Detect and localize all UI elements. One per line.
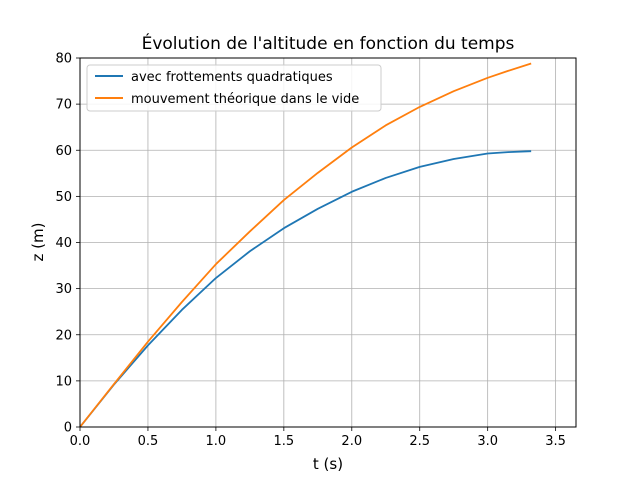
x-tick-label: 2.5 [409, 434, 430, 449]
x-tick-label: 1.5 [273, 434, 294, 449]
chart-title: Évolution de l'altitude en fonction du t… [142, 32, 515, 54]
y-tick-label: 10 [55, 374, 72, 389]
series-line-2 [79, 62, 532, 428]
series-lines [79, 62, 532, 428]
y-tick-label: 30 [55, 282, 72, 297]
x-tick-label: 3.5 [545, 434, 566, 449]
legend-label-vide: mouvement théorique dans le vide [131, 92, 359, 107]
x-axis-label: t (s) [313, 455, 343, 473]
y-tick-label: 80 [55, 52, 72, 67]
legend: avec frottements quadratiques mouvement … [86, 64, 382, 112]
y-axis-label: z (m) [29, 223, 47, 262]
y-tick-label: 50 [55, 190, 72, 205]
x-tick-label: 2.0 [341, 434, 362, 449]
y-tick-label: 40 [55, 236, 72, 251]
y-tick-label: 0 [64, 421, 72, 436]
y-tick-label: 60 [55, 144, 72, 159]
y-tick-label: 20 [55, 328, 72, 343]
x-tick-label: 1.0 [206, 434, 227, 449]
legend-box [86, 64, 382, 112]
legend-label-frottements: avec frottements quadratiques [131, 70, 333, 85]
x-tick-label: 0.5 [138, 434, 159, 449]
x-axis: 0.0 0.5 1.0 1.5 2.0 2.5 3.0 3.5 [70, 427, 566, 449]
y-tick-label: 70 [55, 98, 72, 113]
y-axis: 0 10 20 30 40 50 60 70 80 [55, 52, 80, 436]
series-line-1 [79, 150, 532, 428]
x-tick-label: 3.0 [477, 434, 498, 449]
x-tick-label: 0.0 [70, 434, 91, 449]
